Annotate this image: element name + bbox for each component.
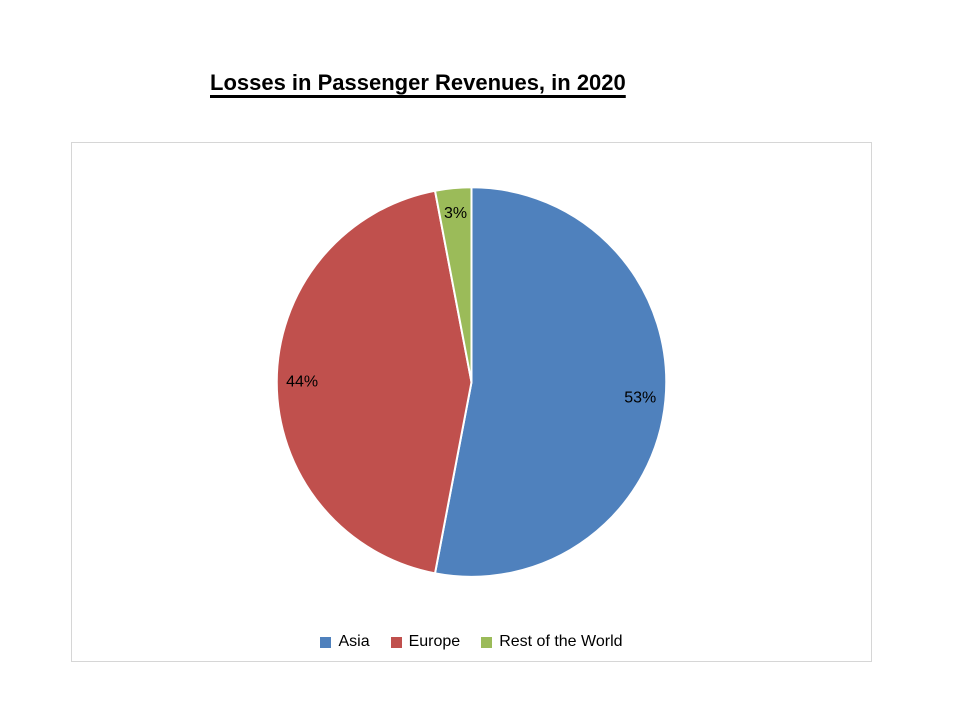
legend-swatch-asia: [320, 636, 332, 648]
legend-swatch-rest-of-the-world: [481, 636, 493, 648]
legend-label-europe: Europe: [408, 633, 461, 650]
pie-chart: 53% 44% 3%: [275, 186, 668, 578]
chart-frame[interactable]: 53% 44% 3% Asia Europe Rest of the World: [71, 142, 872, 662]
legend-swatch-europe: [390, 636, 402, 648]
chart-title: Losses in Passenger Revenues, in 2020: [210, 70, 626, 95]
pie-slice-asia[interactable]: [434, 186, 668, 578]
legend-label-rest-of-the-world: Rest of the World: [499, 633, 623, 650]
data-label-asia: 53%: [624, 389, 656, 406]
data-label-rest-of-the-world: 3%: [444, 205, 467, 222]
legend-item-rest-of-the-world[interactable]: Rest of the World: [481, 633, 623, 651]
pie-slice-rest-of-the-world[interactable]: [434, 186, 473, 384]
chart-legend: Asia Europe Rest of the World: [72, 633, 871, 651]
legend-item-asia[interactable]: Asia: [320, 633, 370, 651]
data-label-europe: 44%: [286, 374, 318, 391]
legend-label-asia: Asia: [338, 633, 370, 650]
legend-item-europe[interactable]: Europe: [390, 633, 461, 651]
pie-slice-europe[interactable]: [275, 189, 473, 575]
